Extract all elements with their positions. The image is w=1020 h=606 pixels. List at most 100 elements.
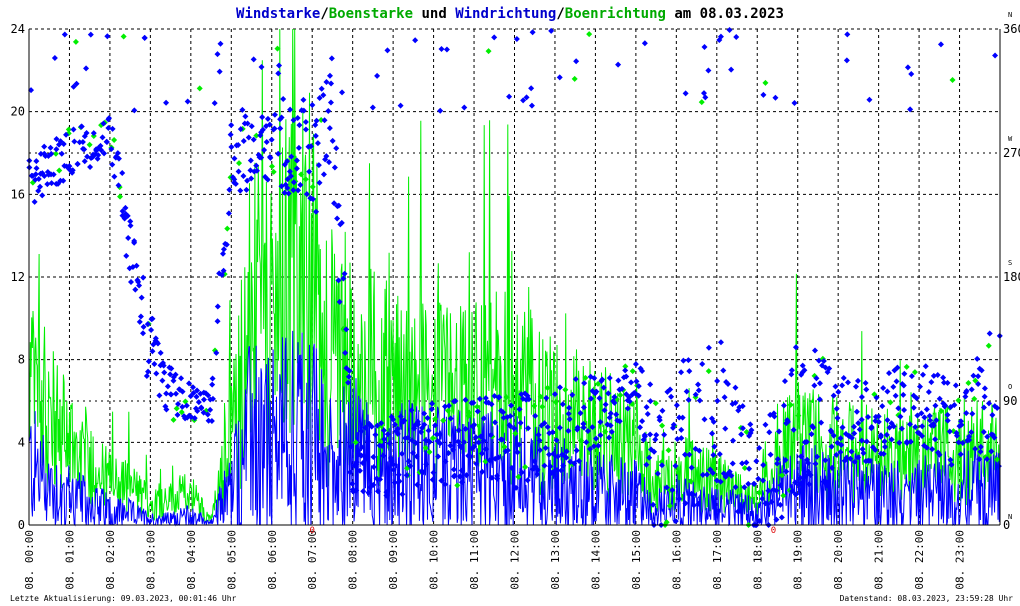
wind-direction-point xyxy=(799,362,806,369)
wind-direction-point xyxy=(480,415,487,422)
x-tick-17: 08. 17:00 xyxy=(711,530,724,590)
wind-direction-point xyxy=(467,453,474,460)
wind-direction-point xyxy=(805,459,812,466)
wind-direction-point xyxy=(438,477,445,484)
wind-direction-point xyxy=(39,192,46,199)
wind-direction-point xyxy=(295,187,302,194)
wind-direction-point xyxy=(940,374,947,381)
wind-direction-point xyxy=(922,363,929,370)
wind-direction-point xyxy=(140,323,147,330)
wind-direction-point xyxy=(599,376,606,383)
wind-direction-point xyxy=(516,441,523,448)
wind-direction-point xyxy=(532,412,539,419)
wind-direction-point xyxy=(432,422,439,429)
wind-direction-point xyxy=(551,391,558,398)
wind-direction-point xyxy=(164,383,171,390)
wind-direction-point xyxy=(33,158,40,165)
wind-direction-point xyxy=(810,424,817,431)
wind-direction-point xyxy=(458,467,465,474)
gust-direction-point xyxy=(531,402,538,409)
x-tick-19: 08. 19:00 xyxy=(792,530,805,590)
gust-direction-point xyxy=(270,168,277,175)
wind-direction-point xyxy=(535,431,542,438)
direction-letter-4: N xyxy=(1008,11,1012,19)
wind-direction-point xyxy=(955,439,962,446)
wind-direction-point xyxy=(644,410,651,417)
wind-direction-point xyxy=(426,438,433,445)
wind-direction-point xyxy=(782,457,789,464)
wind-direction-point xyxy=(398,450,405,457)
wind-direction-point xyxy=(419,469,426,476)
wind-direction-point xyxy=(355,447,362,454)
wind-direction-point xyxy=(99,134,106,141)
wind-direction-point xyxy=(360,488,367,495)
gust-direction-point xyxy=(903,363,910,370)
wind-direction-point xyxy=(745,480,752,487)
gust-direction-point xyxy=(309,183,316,190)
wind-direction-point xyxy=(491,34,498,41)
wind-direction-point xyxy=(880,450,887,457)
wind-direction-point xyxy=(430,469,437,476)
gust-direction-point xyxy=(72,38,79,45)
wind-direction-point xyxy=(461,104,468,111)
wind-direction-point xyxy=(728,472,735,479)
gust-direction-point xyxy=(56,167,63,174)
wind-direction-point xyxy=(699,360,706,367)
x-tick-1: 08. 01:00 xyxy=(63,530,76,590)
wind-direction-point xyxy=(543,395,550,402)
wind-direction-point xyxy=(445,402,452,409)
wind-direction-point xyxy=(263,139,270,146)
gust-direction-point xyxy=(426,448,433,455)
wind-direction-points xyxy=(26,27,1003,528)
wind-direction-point xyxy=(412,37,419,44)
gust-direction-point xyxy=(52,150,59,157)
wind-direction-point xyxy=(601,407,608,414)
wind-direction-point xyxy=(952,382,959,389)
wind-direction-point xyxy=(409,449,416,456)
gust-direction-point xyxy=(253,132,260,139)
wind-direction-point xyxy=(932,402,939,409)
wind-direction-point xyxy=(170,377,177,384)
wind-direction-point xyxy=(651,448,658,455)
wind-direction-point xyxy=(167,371,174,378)
wind-direction-point xyxy=(839,382,846,389)
wind-direction-point xyxy=(844,31,851,38)
wind-direction-point xyxy=(318,85,325,92)
wind-direction-point xyxy=(31,198,38,205)
wind-direction-point xyxy=(608,428,615,435)
wind-direction-point xyxy=(977,448,984,455)
wind-direction-point xyxy=(461,439,468,446)
gust-direction-point xyxy=(515,473,522,480)
wind-direction-point xyxy=(506,93,513,100)
wind-direction-point xyxy=(394,430,401,437)
wind-direction-point xyxy=(264,176,271,183)
wind-direction-point xyxy=(163,406,170,413)
wind-direction-point xyxy=(781,378,788,385)
wind-direction-point xyxy=(105,124,112,131)
wind-direction-point xyxy=(866,457,873,464)
wind-direction-point xyxy=(958,421,965,428)
wind-direction-point xyxy=(37,150,44,157)
wind-direction-point xyxy=(550,450,557,457)
wind-direction-point xyxy=(705,67,712,74)
wind-direction-point xyxy=(654,470,661,477)
wind-direction-point xyxy=(471,443,478,450)
wind-direction-point xyxy=(494,472,501,479)
wind-direction-point xyxy=(669,424,676,431)
wind-direction-point xyxy=(732,384,739,391)
gust-direction-point xyxy=(445,407,452,414)
wind-direction-point xyxy=(792,491,799,498)
wind-direction-point xyxy=(875,413,882,420)
wind-direction-point xyxy=(636,424,643,431)
wind-direction-point xyxy=(828,428,835,435)
wind-direction-point xyxy=(680,357,687,364)
wind-direction-point xyxy=(732,399,739,406)
wind-direction-point xyxy=(194,387,201,394)
wind-direction-point xyxy=(762,421,769,428)
wind-direction-point xyxy=(701,43,708,50)
wind-direction-point xyxy=(397,413,404,420)
wind-direction-point xyxy=(295,144,302,151)
wind-direction-point xyxy=(566,416,573,423)
wind-direction-point xyxy=(83,130,90,137)
